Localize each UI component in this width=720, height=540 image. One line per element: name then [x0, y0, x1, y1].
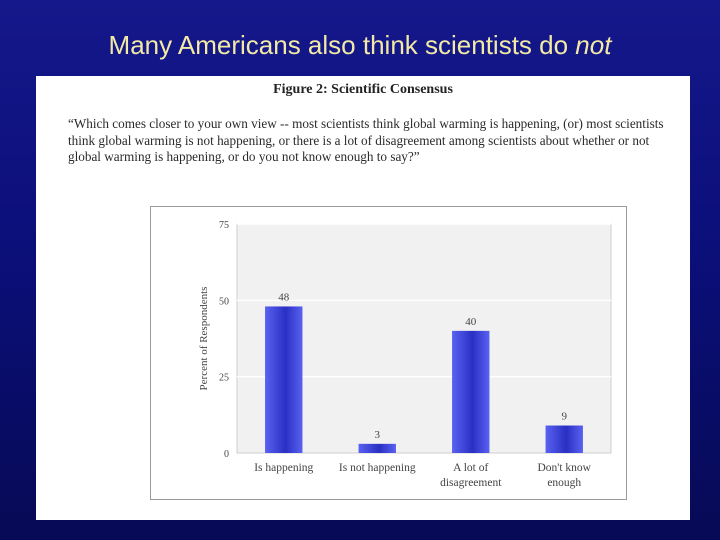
- survey-question-text: “Which comes closer to your own view -- …: [68, 116, 664, 164]
- x-tick-label: Is not happening: [339, 462, 416, 474]
- slide-title-emphasis: not: [575, 30, 612, 60]
- x-tick-label: Is happening: [254, 462, 313, 474]
- y-tick-label: 25: [219, 373, 229, 384]
- data-label: 48: [278, 291, 290, 303]
- x-tick-label: enough: [547, 477, 581, 489]
- y-tick-label: 0: [224, 449, 229, 460]
- chart-frame: 0 25 50 75 Percent of Respondents 48 Is happen…: [150, 206, 627, 500]
- data-label: 9: [562, 411, 568, 423]
- bar: [545, 425, 583, 453]
- figure-title: Figure 2: Scientific Consensus: [273, 82, 453, 97]
- data-label: 3: [375, 429, 381, 441]
- bar: [452, 330, 490, 453]
- x-tick-label: disagreement: [440, 477, 502, 489]
- y-axis-label: Percent of Respondents: [198, 287, 210, 391]
- x-tick-label: Don't know: [537, 462, 591, 474]
- slide-title-main: Many Americans also think scientists do: [108, 30, 576, 60]
- survey-question: “Which comes closer to your own view -- …: [60, 116, 676, 166]
- bar-chart: 0 25 50 75 Percent of Respondents 48 Is happen…: [198, 220, 612, 489]
- slide-title: Many Americans also think scientists do …: [0, 30, 720, 61]
- figure-panel: Figure 2: Scientific Consensus “Which co…: [36, 76, 690, 520]
- bar: [358, 443, 396, 453]
- data-label: 40: [465, 316, 477, 328]
- y-tick-label: 50: [219, 296, 229, 307]
- bar: [265, 306, 303, 453]
- x-tick-label: A lot of: [453, 462, 488, 474]
- y-tick-label: 75: [219, 220, 229, 231]
